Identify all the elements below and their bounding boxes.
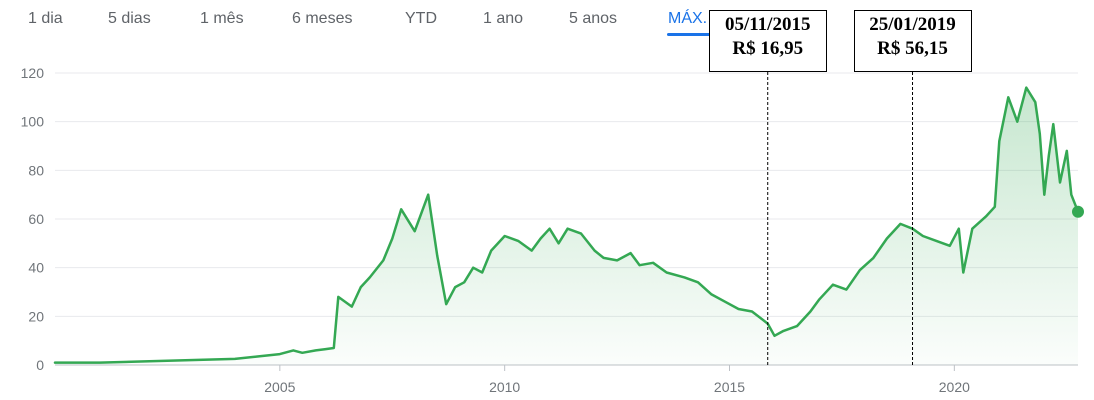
tab-máx-[interactable]: MÁX. — [668, 10, 708, 27]
y-tick-label: 120 — [21, 65, 45, 81]
x-axis: 2005 2010 2015 2020 — [264, 365, 970, 395]
tab-1-ano[interactable]: 1 ano — [483, 10, 524, 27]
last-price-dot[interactable] — [1072, 205, 1084, 218]
tab-ytd[interactable]: YTD — [405, 10, 437, 27]
tab-6-meses[interactable]: 6 meses — [292, 10, 353, 27]
y-tick-label: 20 — [28, 308, 44, 324]
price-line — [53, 86, 1080, 364]
y-axis: 0 20 40 60 80 100 120 — [21, 65, 45, 373]
annotation-date: 05/11/2015 — [724, 14, 811, 35]
y-tick-label: 60 — [28, 211, 44, 227]
tab-1-mês[interactable]: 1 mês — [200, 10, 244, 27]
annotation-lines — [767, 72, 914, 365]
y-tick-label: 80 — [28, 162, 44, 178]
tab-5-dias[interactable]: 5 dias — [108, 10, 151, 27]
active-tab-underline — [667, 33, 719, 36]
annotation-price: R$ 56,15 — [877, 38, 948, 59]
annotation-box: 25/01/2019 R$ 56,15 — [853, 10, 972, 72]
tab-5-anos[interactable]: 5 anos — [569, 10, 618, 27]
y-tick-label: 40 — [28, 260, 44, 276]
annotation-box: 05/11/2015 R$ 16,95 — [708, 10, 827, 72]
x-tick-label: 2015 — [714, 379, 745, 395]
y-tick-label: 0 — [36, 357, 44, 373]
x-tick-label: 2005 — [264, 379, 295, 395]
time-range-tabs: 1 dia 5 dias 1 mês 6 meses YTD 1 ano 5 anos MÁX… — [0, 0, 1094, 40]
x-tick-label: 2010 — [489, 379, 520, 395]
annotation-date: 25/01/2019 — [869, 14, 956, 35]
x-tick-label: 2020 — [939, 379, 970, 395]
y-tick-label: 100 — [21, 114, 45, 130]
annotation-price: R$ 16,95 — [732, 38, 804, 59]
price-area-fill — [55, 87, 1078, 365]
tab-1-dia[interactable]: 1 dia — [28, 10, 63, 27]
